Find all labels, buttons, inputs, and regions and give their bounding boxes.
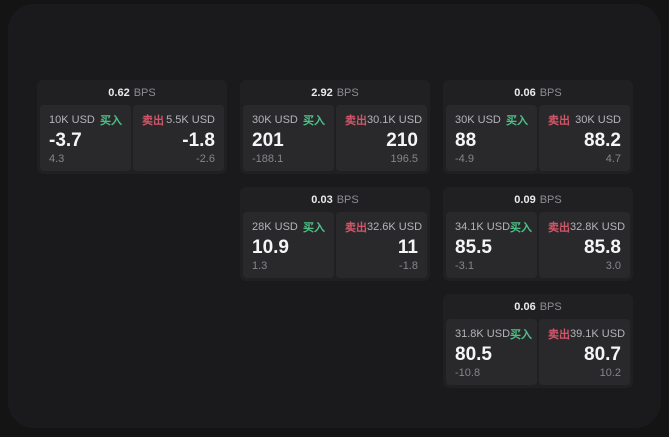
buy-label[interactable]: 买入: [510, 329, 533, 341]
spread-card: 0.06 BPS 30K USD 买入 88 -4.9 卖出 30K USD: [443, 80, 633, 174]
buy-notional: 31.8K USD: [455, 328, 511, 340]
buy-label[interactable]: 买入: [303, 115, 325, 127]
buy-notional: 30K USD: [252, 114, 298, 126]
buy-price: 10.9: [252, 237, 289, 258]
sell-label[interactable]: 卖出: [345, 222, 367, 234]
buy-delta: 4.3: [49, 153, 65, 165]
sell-panel[interactable]: 卖出 30K USD 88.2 4.7: [539, 105, 630, 171]
buy-delta: -4.9: [455, 153, 474, 165]
spread-header: 0.06 BPS: [443, 294, 633, 319]
sell-panel[interactable]: 卖出 32.6K USD 11 -1.8: [336, 212, 427, 278]
sell-label[interactable]: 卖出: [142, 115, 164, 127]
spread-card: 0.09 BPS 34.1K USD 买入 85.5 -3.1 卖出 32.8K…: [443, 187, 633, 281]
sell-label[interactable]: 卖出: [548, 222, 570, 234]
buy-notional: 28K USD: [252, 221, 298, 233]
panel-row: 30K USD 买入 88 -4.9 卖出 30K USD 88.2 4.7: [443, 105, 633, 174]
sell-notional: 39.1K USD: [570, 328, 626, 340]
sell-label[interactable]: 卖出: [345, 115, 367, 127]
panel-row: 31.8K USD 买入 80.5 -10.8 卖出 39.1K USD 80.…: [443, 319, 633, 388]
sell-panel[interactable]: 卖出 5.5K USD -1.8 -2.6: [133, 105, 224, 171]
sell-panel[interactable]: 卖出 30.1K USD 210 196.5: [336, 105, 427, 171]
sell-delta: 4.7: [605, 153, 621, 165]
bps-unit: BPS: [539, 86, 562, 99]
buy-price: 201: [252, 130, 284, 151]
sell-delta: 196.5: [390, 153, 418, 165]
bps-unit: BPS: [336, 86, 359, 99]
panel-row: 10K USD 买入 -3.7 4.3 卖出 5.5K USD -1.8 -2.…: [37, 105, 227, 174]
buy-delta: -3.1: [455, 260, 474, 272]
spread-header: 0.09 BPS: [443, 187, 633, 212]
buy-price: 85.5: [455, 237, 492, 258]
spread-card: 0.06 BPS 31.8K USD 买入 80.5 -10.8 卖出 39.1…: [443, 294, 633, 388]
spread-header: 0.06 BPS: [443, 80, 633, 105]
buy-price: 88: [455, 130, 477, 151]
buy-delta: -10.8: [455, 367, 481, 379]
bps-unit: BPS: [539, 193, 562, 206]
sell-delta: -1.8: [399, 260, 418, 272]
panel-row: 30K USD 买入 201 -188.1 卖出 30.1K USD 210 1…: [240, 105, 430, 174]
buy-panel[interactable]: 31.8K USD 买入 80.5 -10.8: [446, 319, 537, 385]
sell-price: 210: [386, 130, 418, 151]
sell-panel[interactable]: 卖出 32.8K USD 85.8 3.0: [539, 212, 630, 278]
buy-panel[interactable]: 10K USD 买入 -3.7 4.3: [40, 105, 131, 171]
bps-value: 0.62: [108, 86, 130, 99]
sell-delta: -2.6: [196, 153, 215, 165]
buy-panel[interactable]: 28K USD 买入 10.9 1.3: [243, 212, 334, 278]
bps-unit: BPS: [133, 86, 156, 99]
spread-header: 0.03 BPS: [240, 187, 430, 212]
bps-unit: BPS: [539, 300, 562, 313]
spread-card: 0.62 BPS 10K USD 买入 -3.7 4.3 卖出 5.5K USD: [37, 80, 227, 174]
buy-notional: 30K USD: [455, 114, 501, 126]
buy-delta: -188.1: [252, 153, 284, 165]
bps-value: 0.06: [514, 86, 536, 99]
buy-label[interactable]: 买入: [100, 115, 122, 127]
buy-label[interactable]: 买入: [510, 222, 533, 234]
sell-notional: 30.1K USD: [367, 114, 423, 126]
bps-value: 0.06: [514, 300, 536, 313]
sell-notional: 5.5K USD: [166, 114, 215, 126]
sell-notional: 32.6K USD: [367, 221, 423, 233]
buy-panel[interactable]: 30K USD 买入 201 -188.1: [243, 105, 334, 171]
sell-price: 11: [397, 237, 418, 258]
sell-panel[interactable]: 卖出 39.1K USD 80.7 10.2: [539, 319, 630, 385]
sell-price: 80.7: [584, 344, 621, 365]
sell-delta: 10.2: [599, 367, 621, 379]
buy-notional: 10K USD: [49, 114, 95, 126]
sell-notional: 32.8K USD: [570, 221, 626, 233]
spread-header: 0.62 BPS: [37, 80, 227, 105]
bps-value: 0.09: [514, 193, 536, 206]
buy-label[interactable]: 买入: [506, 115, 528, 127]
sell-label[interactable]: 卖出: [548, 115, 570, 127]
sell-price: 88.2: [584, 130, 621, 151]
buy-price: 80.5: [455, 344, 492, 365]
sell-notional: 30K USD: [575, 114, 621, 126]
bps-value: 0.03: [311, 193, 333, 206]
buy-label[interactable]: 买入: [303, 222, 325, 234]
panel-row: 28K USD 买入 10.9 1.3 卖出 32.6K USD 11 -1.8: [240, 212, 430, 281]
spread-header: 2.92 BPS: [240, 80, 430, 105]
buy-price: -3.7: [49, 130, 82, 151]
bps-unit: BPS: [336, 193, 359, 206]
sell-price: 85.8: [584, 237, 621, 258]
buy-delta: 1.3: [252, 260, 268, 272]
sell-delta: 3.0: [605, 260, 621, 272]
buy-panel[interactable]: 34.1K USD 买入 85.5 -3.1: [446, 212, 537, 278]
spread-card: 2.92 BPS 30K USD 买入 201 -188.1 卖出 30.1K …: [240, 80, 430, 174]
sell-label[interactable]: 卖出: [548, 329, 570, 341]
panel-row: 34.1K USD 买入 85.5 -3.1 卖出 32.8K USD 85.8…: [443, 212, 633, 281]
app-window: 0.62 BPS 10K USD 买入 -3.7 4.3 卖出 5.5K USD: [8, 4, 661, 428]
sell-price: -1.8: [182, 130, 215, 151]
buy-panel[interactable]: 30K USD 买入 88 -4.9: [446, 105, 537, 171]
spread-card: 0.03 BPS 28K USD 买入 10.9 1.3 卖出 32.6K US…: [240, 187, 430, 281]
buy-notional: 34.1K USD: [455, 221, 511, 233]
spread-grid: 0.62 BPS 10K USD 买入 -3.7 4.3 卖出 5.5K USD: [37, 80, 633, 388]
bps-value: 2.92: [311, 86, 333, 99]
